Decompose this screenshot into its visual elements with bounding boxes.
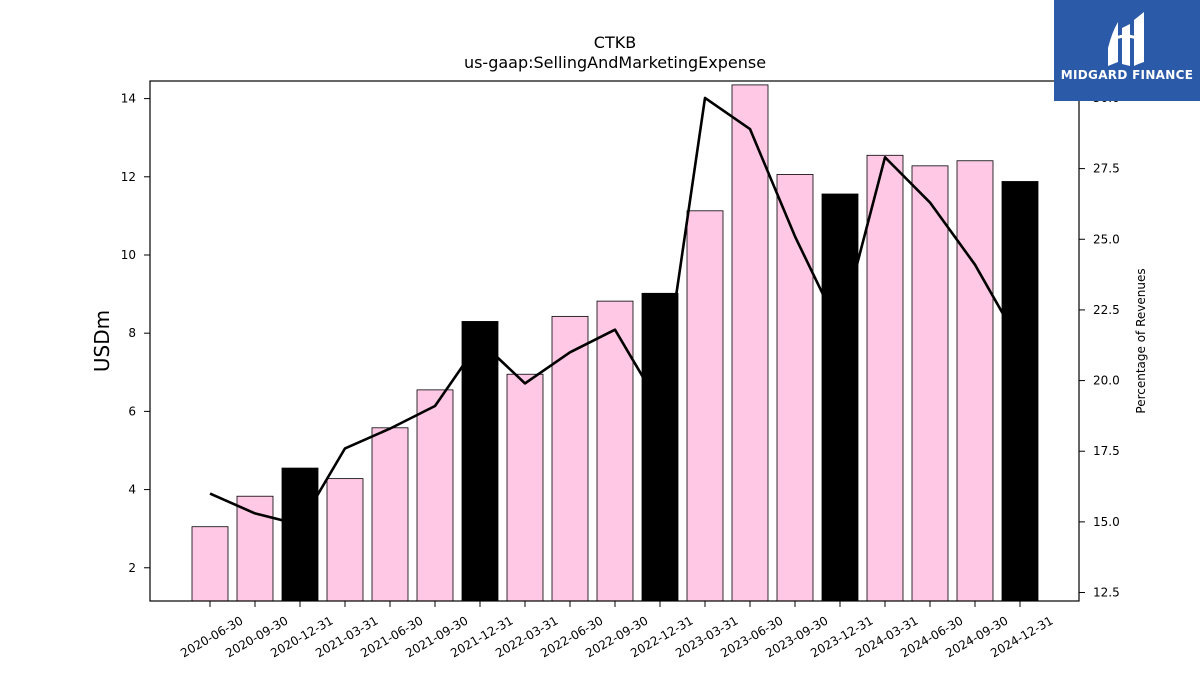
y2-tick-label: 20.0 <box>1093 374 1120 388</box>
y-axis-label: USDm <box>90 310 114 372</box>
bar-series <box>191 84 1039 602</box>
bar-2023-09-30 <box>776 174 814 602</box>
bar-2021-09-30 <box>416 389 454 602</box>
bar-2023-06-30 <box>731 84 769 602</box>
bar-2021-03-31 <box>326 478 364 602</box>
bar-2020-12-31 <box>281 467 319 602</box>
bar-2024-09-30 <box>956 160 994 602</box>
chart-title: CTKB <box>594 33 636 52</box>
y-tick-label: 6 <box>128 404 136 418</box>
right-axis: 12.515.017.520.022.525.027.530.0 <box>1079 91 1120 600</box>
x-axis: 2020-06-302020-09-302020-12-312021-03-31… <box>178 601 1056 660</box>
bar-2023-12-31 <box>821 193 859 602</box>
y-tick-label: 10 <box>121 248 136 262</box>
chart-subtitle: us-gaap:SellingAndMarketingExpense <box>464 53 766 72</box>
y2-tick-label: 15.0 <box>1093 515 1120 529</box>
y-tick-label: 14 <box>121 92 136 106</box>
bar-2022-12-31 <box>641 292 679 602</box>
bar-2022-09-30 <box>596 300 634 602</box>
bar-2022-06-30 <box>551 315 589 602</box>
y2-tick-label: 27.5 <box>1093 162 1120 176</box>
bar-2023-03-31 <box>686 210 724 602</box>
bar-2022-03-31 <box>506 373 544 602</box>
brand-logo: MIDGARD FINANCE <box>1054 0 1200 101</box>
bar-2021-06-30 <box>371 427 409 602</box>
percentage-line <box>209 96 1022 526</box>
y-tick-label: 12 <box>121 170 136 184</box>
line-series <box>209 96 1022 526</box>
y2-tick-label: 12.5 <box>1093 586 1120 600</box>
y-tick-label: 8 <box>128 326 136 340</box>
left-axis: 2 4 6 8 10 12 14 <box>121 92 150 575</box>
bar-2024-12-31 <box>1001 181 1039 602</box>
bar-2024-03-31 <box>866 154 904 602</box>
bar-2020-06-30 <box>191 526 229 602</box>
y2-tick-label: 25.0 <box>1093 232 1120 246</box>
y2-axis-label: Percentage of Revenues <box>1134 268 1148 413</box>
logo-text: MIDGARD FINANCE <box>1060 68 1194 82</box>
y-tick-label: 4 <box>128 483 136 497</box>
bar-2021-12-31 <box>461 321 499 602</box>
y2-tick-label: 22.5 <box>1093 303 1120 317</box>
midgard-logo-icon <box>1108 12 1144 66</box>
bar-2024-06-30 <box>911 165 949 602</box>
y2-tick-label: 17.5 <box>1093 444 1120 458</box>
bar-2020-09-30 <box>236 495 274 602</box>
y-tick-label: 2 <box>128 561 136 575</box>
